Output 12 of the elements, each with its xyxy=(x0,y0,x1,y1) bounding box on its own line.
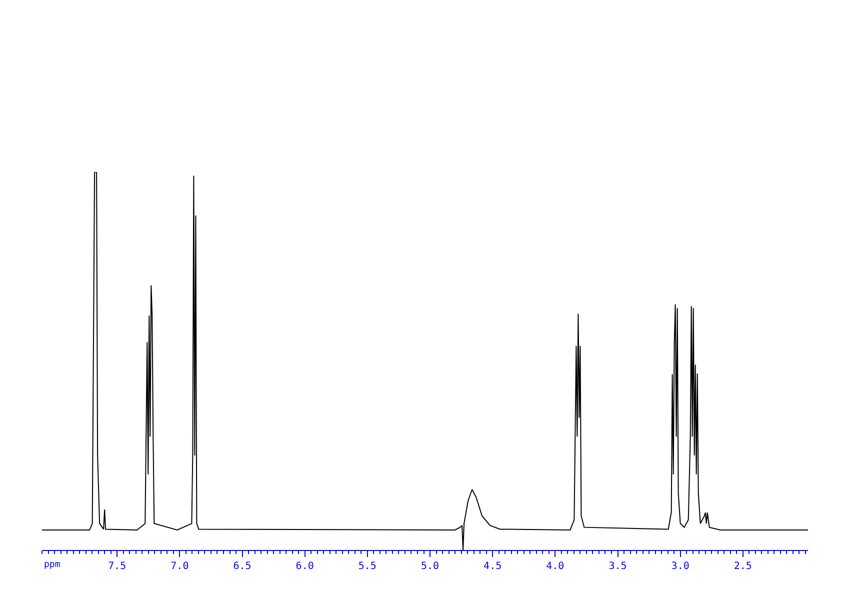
x-tick-label: 7.0 xyxy=(170,561,189,572)
x-tick-label: 3.0 xyxy=(671,561,690,572)
x-tick-label: 3.5 xyxy=(608,561,627,572)
x-tick-label: 2.5 xyxy=(734,561,752,572)
x-tick-label: 7.5 xyxy=(108,561,126,572)
x-axis-title: ppm xyxy=(44,560,60,570)
x-tick-label: 5.0 xyxy=(420,561,440,572)
x-tick-label: 4.5 xyxy=(484,561,502,572)
x-tick-label: 5.5 xyxy=(358,561,376,572)
x-tick-label: 4.0 xyxy=(546,561,564,572)
x-tick-label: 6.5 xyxy=(233,561,252,572)
x-tick-label: 6.0 xyxy=(296,561,314,572)
